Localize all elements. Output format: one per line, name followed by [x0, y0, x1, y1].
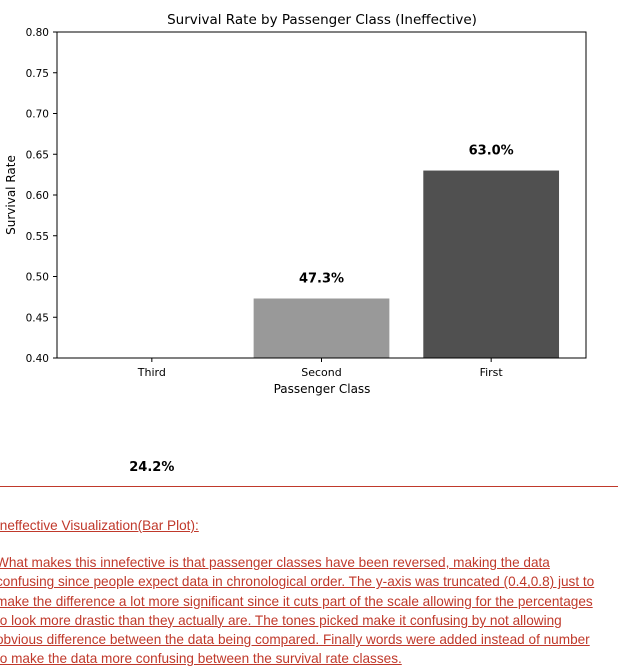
doc-heading: Ineffective Visualization(Bar Plot):: [0, 518, 199, 533]
bar-chart: Survival Rate by Passenger Class (Ineffe…: [4, 12, 587, 475]
y-tick-label: 0.65: [26, 149, 49, 161]
x-axis-label: Passenger Class: [274, 382, 371, 396]
y-tick-label: 0.55: [26, 231, 49, 243]
y-tick-label: 0.40: [26, 353, 49, 365]
chart-title: Survival Rate by Passenger Class (Ineffe…: [167, 12, 477, 28]
y-tick-label: 0.70: [26, 109, 49, 121]
y-axis: 0.40 0.45 0.50 0.55 0.60 0.65 0.70 0.75 0.80: [26, 27, 57, 365]
x-tick-label: Second: [301, 366, 341, 379]
bar-value-label: 63.0%: [469, 144, 514, 159]
doc-line: confusing since people expect data in ch…: [0, 574, 595, 590]
x-tick-label: Third: [137, 366, 166, 379]
y-tick-label: 0.50: [26, 272, 49, 284]
document-text: Ineffective Visualization(Bar Plot): Wha…: [0, 505, 629, 668]
y-tick-label: 0.45: [26, 312, 49, 324]
bar-value-label: 47.3%: [299, 272, 344, 287]
bar: [423, 170, 560, 358]
y-tick-label: 0.60: [26, 190, 49, 202]
y-axis-label: Survival Rate: [4, 155, 18, 235]
bar: [253, 298, 390, 358]
doc-line: to make the data more confusing between …: [0, 651, 402, 667]
doc-line: What makes this innefective is that pass…: [0, 555, 550, 571]
bars: 24.2% 47.3% 63.0%: [129, 144, 560, 475]
doc-line: to look more drastic than they actually …: [0, 612, 562, 628]
bar-value-label: 24.2%: [129, 460, 174, 475]
y-tick-label: 0.80: [26, 27, 49, 39]
section-divider: [0, 486, 618, 487]
doc-line: obvious difference between the data bein…: [0, 632, 590, 648]
plot-frame: [56, 31, 587, 359]
doc-line: make the difference a lot more significa…: [0, 593, 593, 609]
y-tick-label: 0.75: [26, 68, 49, 80]
x-axis: Third Second First: [137, 358, 504, 379]
x-tick-label: First: [480, 366, 504, 379]
